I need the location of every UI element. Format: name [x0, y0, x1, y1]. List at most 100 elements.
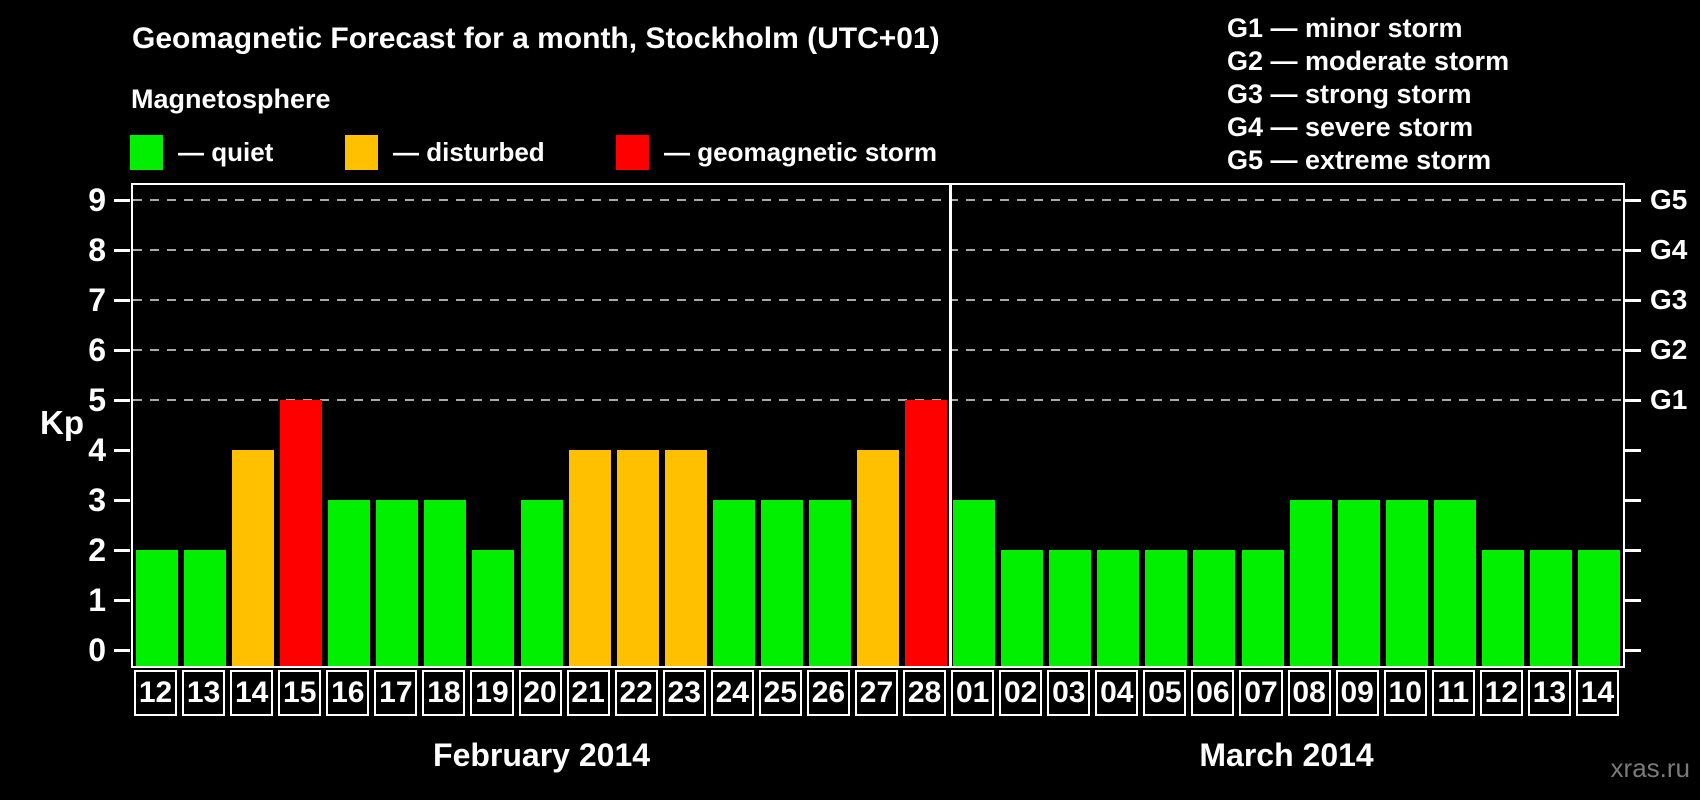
y-axis-tick-right [1625, 399, 1641, 402]
date-cell: 15 [278, 670, 322, 716]
kp-bar [1289, 500, 1332, 666]
y-axis-tick-label: 2 [88, 532, 106, 568]
kp-bar [905, 400, 948, 666]
date-cell: 04 [1095, 670, 1139, 716]
kp-bar [1577, 550, 1620, 666]
y-axis-tick-right [1625, 499, 1641, 502]
kp-bar [520, 500, 563, 666]
legend-item-label: — quiet [178, 137, 274, 167]
date-cell: 24 [710, 670, 754, 716]
date-cell: 06 [1191, 670, 1235, 716]
date-cell: 13 [1527, 670, 1571, 716]
y-axis-title: Kp [40, 404, 84, 441]
kp-bar [1337, 500, 1380, 666]
y-axis-tick-left [114, 449, 130, 452]
y-axis-tick-right [1625, 349, 1641, 352]
kp-bar [760, 500, 803, 666]
magnetosphere-label: Magnetosphere [131, 84, 331, 114]
y-axis-tick-label: 1 [88, 582, 106, 618]
date-cell: 03 [1047, 670, 1091, 716]
kp-bar [1193, 550, 1236, 666]
kp-bar [1433, 500, 1476, 666]
date-cell: 10 [1383, 670, 1427, 716]
kp-bar [857, 450, 899, 666]
y-axis-tick-left [114, 349, 130, 352]
g-scale-axis-label: G3 [1650, 284, 1688, 315]
date-cell: 11 [1431, 670, 1475, 716]
date-cell: 08 [1287, 670, 1331, 716]
kp-bar [136, 550, 179, 666]
kp-bar [1097, 550, 1140, 666]
g-scale-axis-label: G2 [1650, 334, 1688, 365]
date-cell: 27 [854, 670, 899, 716]
kp-bar [712, 500, 755, 666]
storm-scale-item: G3 — strong storm [1227, 79, 1472, 109]
y-axis-tick-left [114, 399, 130, 402]
y-axis-tick-right [1625, 299, 1641, 302]
gridline-kp5 [133, 399, 1623, 401]
y-axis-tick-label: 7 [88, 282, 106, 318]
date-cell: 28 [903, 670, 947, 716]
kp-bar [664, 450, 707, 666]
date-cell: 20 [518, 670, 562, 716]
month-separator-line [948, 185, 952, 666]
kp-bar [376, 500, 419, 666]
date-cell: 13 [182, 670, 226, 716]
legend-item-label: — disturbed [393, 137, 545, 167]
kp-bar [953, 500, 996, 666]
date-cell: 07 [1239, 670, 1283, 716]
legend-swatch-disturbed [345, 135, 378, 170]
y-axis-tick-label: 4 [88, 432, 106, 468]
date-cell: 12 [1479, 670, 1523, 716]
date-cell: 21 [566, 670, 610, 716]
kp-bar [1145, 550, 1188, 666]
legend-swatch-quiet [130, 135, 163, 170]
kp-bar [568, 450, 611, 666]
y-axis-tick-left [114, 549, 130, 552]
kp-bar [1241, 550, 1284, 666]
y-axis-tick-right [1625, 599, 1641, 602]
date-cell: 19 [470, 670, 514, 716]
date-cell: 09 [1335, 670, 1379, 716]
kp-bar [232, 450, 275, 666]
y-axis-tick-right [1625, 449, 1641, 452]
plot-area [131, 183, 1625, 668]
storm-scale-item: G2 — moderate storm [1227, 46, 1510, 76]
y-axis-tick-label: 3 [88, 482, 106, 518]
kp-bar [1529, 550, 1572, 666]
kp-bar [328, 500, 371, 666]
kp-bar [472, 550, 515, 666]
y-axis-tick-left [114, 499, 130, 502]
gridline-kp8 [133, 249, 1623, 251]
kp-bar [1049, 550, 1092, 666]
date-cell: 26 [806, 670, 850, 716]
gridline-kp7 [133, 299, 1623, 301]
date-cell: 25 [758, 670, 802, 716]
gridline-kp9 [133, 199, 1623, 201]
y-axis-tick-label: 0 [88, 632, 106, 668]
g-scale-axis-label: G1 [1650, 384, 1688, 415]
page-title: Geomagnetic Forecast for a month, Stockh… [132, 22, 940, 55]
y-axis-tick-right [1625, 199, 1641, 202]
storm-scale-list: G1 — minor storm G2 — moderate storm G3 — … [1227, 12, 1509, 177]
kp-bar [424, 500, 467, 666]
kp-bar [1481, 550, 1524, 666]
y-axis-tick-label: 8 [88, 232, 106, 268]
kp-bar [184, 550, 227, 666]
kp-bar [616, 450, 659, 666]
date-cell: 18 [422, 670, 466, 716]
kp-bar [1001, 550, 1044, 666]
date-cell: 17 [374, 670, 418, 716]
y-axis-tick-label: 6 [88, 332, 106, 368]
date-cell: 23 [662, 670, 706, 716]
y-axis-tick-left [114, 599, 130, 602]
legend-swatch-storm [616, 135, 649, 170]
kp-bar [1385, 500, 1428, 666]
date-cell: 02 [999, 670, 1043, 716]
legend-item-label: — geomagnetic storm [664, 137, 938, 167]
y-axis-tick-left [114, 649, 130, 652]
storm-scale-item: G5 — extreme storm [1227, 145, 1492, 175]
date-cell: 01 [951, 670, 995, 716]
date-cell: 12 [134, 670, 178, 716]
